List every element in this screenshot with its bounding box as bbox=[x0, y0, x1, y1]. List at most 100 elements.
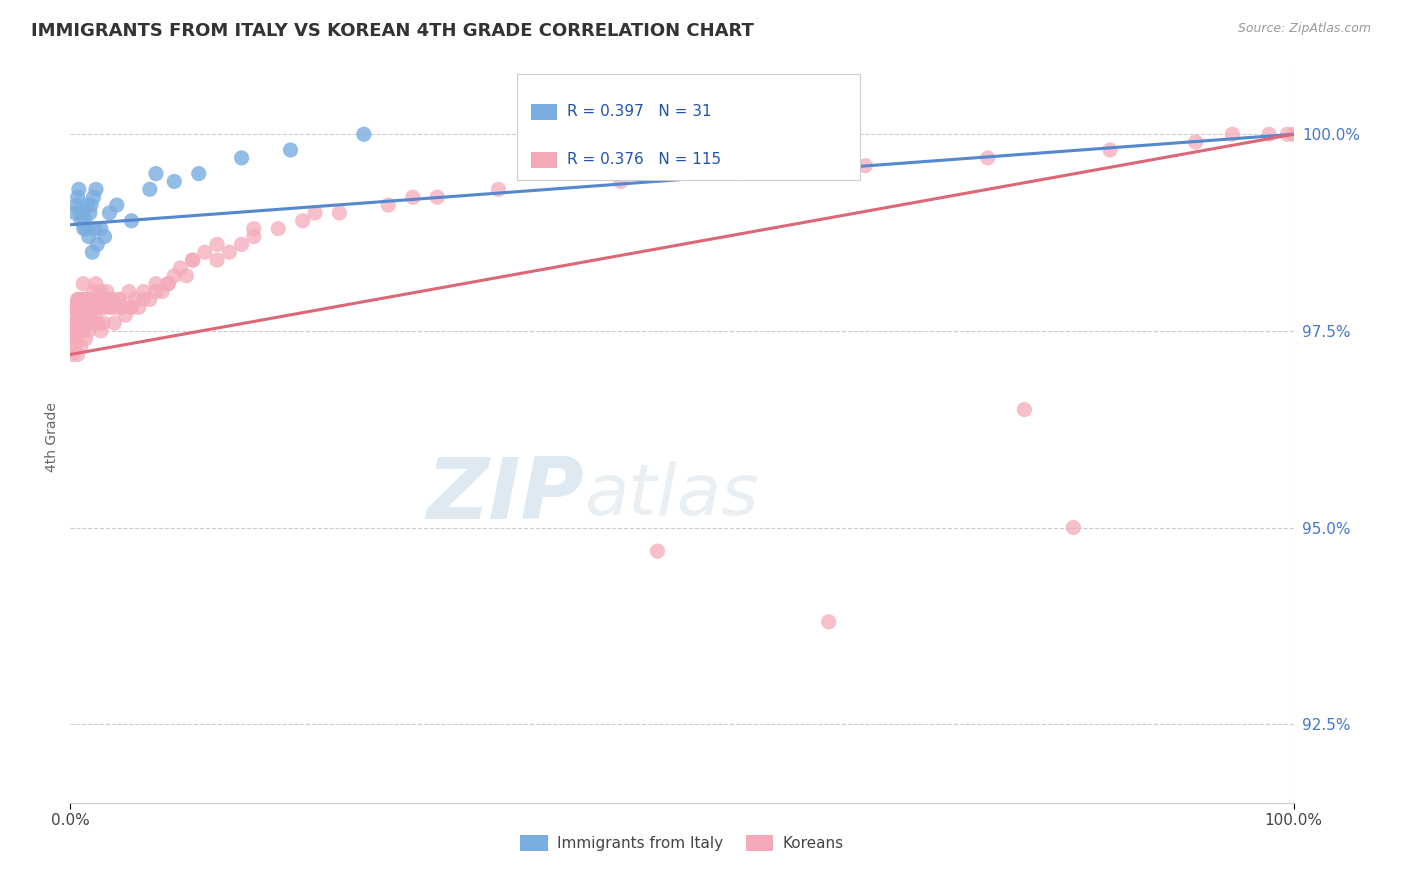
Point bbox=[304, 206, 326, 220]
Point bbox=[63, 324, 86, 338]
Point bbox=[80, 316, 103, 330]
Point bbox=[157, 277, 180, 291]
Point bbox=[67, 293, 90, 307]
Point bbox=[101, 293, 124, 307]
Point bbox=[75, 221, 97, 235]
Point bbox=[108, 293, 131, 307]
Point bbox=[63, 324, 86, 338]
Point bbox=[66, 301, 89, 315]
Point bbox=[96, 285, 118, 299]
Point bbox=[72, 206, 94, 220]
Point bbox=[60, 332, 83, 346]
Point bbox=[75, 332, 97, 346]
Point bbox=[103, 316, 125, 330]
Point bbox=[488, 182, 510, 196]
Point bbox=[243, 221, 266, 235]
Point bbox=[118, 285, 141, 299]
Point bbox=[83, 293, 105, 307]
Point bbox=[111, 301, 134, 315]
Text: atlas: atlas bbox=[583, 461, 759, 530]
Point bbox=[86, 301, 108, 315]
Text: R = 0.376   N = 115: R = 0.376 N = 115 bbox=[567, 153, 721, 168]
Point bbox=[128, 301, 150, 315]
Point bbox=[60, 347, 83, 361]
Text: Source: ZipAtlas.com: Source: ZipAtlas.com bbox=[1237, 22, 1371, 36]
Point bbox=[62, 301, 84, 315]
Point bbox=[84, 182, 107, 196]
Point bbox=[610, 174, 633, 188]
Point bbox=[187, 167, 209, 181]
Point bbox=[83, 190, 105, 204]
Point bbox=[205, 253, 228, 268]
Point bbox=[77, 229, 100, 244]
Point bbox=[79, 308, 101, 322]
Point bbox=[163, 174, 186, 188]
Point bbox=[72, 324, 94, 338]
Point bbox=[87, 316, 110, 330]
Point bbox=[73, 214, 96, 228]
Point bbox=[139, 293, 162, 307]
Point bbox=[353, 128, 375, 142]
Point bbox=[280, 143, 302, 157]
Point bbox=[105, 301, 128, 315]
Point bbox=[1184, 135, 1206, 149]
Point bbox=[72, 277, 94, 291]
Point bbox=[93, 301, 115, 315]
Point bbox=[145, 277, 167, 291]
Point bbox=[1258, 128, 1281, 142]
Point bbox=[121, 301, 143, 315]
Point bbox=[72, 316, 94, 330]
Text: R = 0.397   N = 31: R = 0.397 N = 31 bbox=[567, 104, 711, 120]
Point bbox=[733, 167, 755, 181]
Point bbox=[132, 285, 155, 299]
Point bbox=[176, 268, 198, 283]
Point bbox=[96, 293, 118, 307]
Point bbox=[79, 206, 101, 220]
Point bbox=[150, 285, 173, 299]
Point bbox=[243, 229, 266, 244]
Point bbox=[121, 214, 143, 228]
Point bbox=[205, 237, 228, 252]
Point bbox=[98, 206, 121, 220]
Point bbox=[76, 293, 98, 307]
Point bbox=[817, 615, 839, 629]
Point bbox=[69, 340, 91, 354]
Point bbox=[70, 214, 93, 228]
Point bbox=[70, 293, 93, 307]
Point bbox=[124, 293, 146, 307]
Point bbox=[91, 301, 114, 315]
Point bbox=[77, 324, 100, 338]
Point bbox=[69, 316, 91, 330]
Point bbox=[976, 151, 998, 165]
Point bbox=[90, 221, 112, 235]
Text: ZIP: ZIP bbox=[426, 454, 583, 537]
Point bbox=[63, 206, 86, 220]
Point bbox=[1277, 128, 1299, 142]
Point bbox=[91, 316, 114, 330]
Point bbox=[69, 206, 91, 220]
Text: IMMIGRANTS FROM ITALY VS KOREAN 4TH GRADE CORRELATION CHART: IMMIGRANTS FROM ITALY VS KOREAN 4TH GRAD… bbox=[31, 22, 754, 40]
Point bbox=[66, 190, 89, 204]
Point bbox=[94, 293, 117, 307]
Point bbox=[79, 301, 101, 315]
Point bbox=[83, 308, 105, 322]
Point bbox=[76, 293, 98, 307]
Point bbox=[139, 182, 162, 196]
Point bbox=[402, 190, 425, 204]
Point bbox=[291, 214, 314, 228]
Point bbox=[82, 301, 104, 315]
Point bbox=[65, 332, 87, 346]
Point bbox=[69, 301, 91, 315]
Point bbox=[82, 245, 104, 260]
Point bbox=[132, 293, 155, 307]
Point bbox=[73, 301, 96, 315]
Point bbox=[855, 159, 877, 173]
Point bbox=[76, 198, 98, 212]
Point bbox=[65, 198, 87, 212]
Point bbox=[83, 285, 105, 299]
Point bbox=[181, 253, 204, 268]
Point bbox=[231, 151, 253, 165]
Point bbox=[377, 198, 399, 212]
Point bbox=[73, 301, 96, 315]
Point bbox=[66, 347, 89, 361]
